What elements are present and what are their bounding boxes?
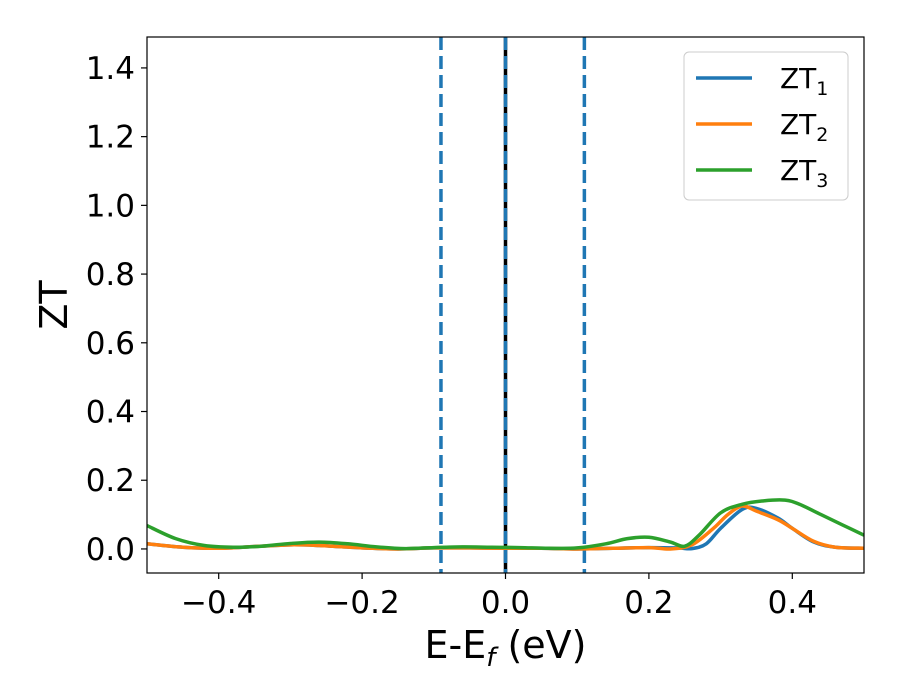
- y-tick-label: 0.6: [86, 326, 135, 362]
- series-layer: [147, 498, 864, 551]
- legend-label-zt3: ZT3: [780, 154, 828, 192]
- x-tick-label: −0.4: [181, 585, 256, 621]
- y-tick-label: 1.2: [86, 120, 135, 156]
- legend-label-zt1: ZT1: [780, 62, 828, 100]
- legend-box: [683, 51, 849, 201]
- y-tick-label: 1.4: [86, 51, 135, 87]
- y-axis-label: ZT: [32, 280, 76, 330]
- y-tick-label: 0.2: [86, 463, 135, 499]
- x-axis-ticks: −0.4 −0.2 0.0 0.2 0.4: [181, 573, 817, 621]
- y-tick-label: 0.0: [86, 532, 135, 568]
- x-axis-label: E-Ef (eV): [425, 623, 587, 673]
- vertical-reference-lines: [439, 37, 587, 573]
- y-tick-label: 0.4: [86, 395, 135, 431]
- series-line-zt3: [147, 498, 864, 551]
- x-tick-label: −0.2: [324, 585, 399, 621]
- y-tick-label: 1.0: [86, 188, 135, 224]
- legend: ZT1 ZT2 ZT3: [683, 51, 849, 201]
- x-tick-label: 0.4: [768, 585, 817, 621]
- y-axis-ticks: 0.0 0.2 0.4 0.6 0.8 1.0 1.2 1.4: [86, 51, 147, 568]
- legend-label-zt2: ZT2: [780, 108, 828, 146]
- y-tick-label: 0.8: [86, 257, 135, 293]
- x-tick-label: 0.0: [481, 585, 530, 621]
- x-tick-label: 0.2: [624, 585, 673, 621]
